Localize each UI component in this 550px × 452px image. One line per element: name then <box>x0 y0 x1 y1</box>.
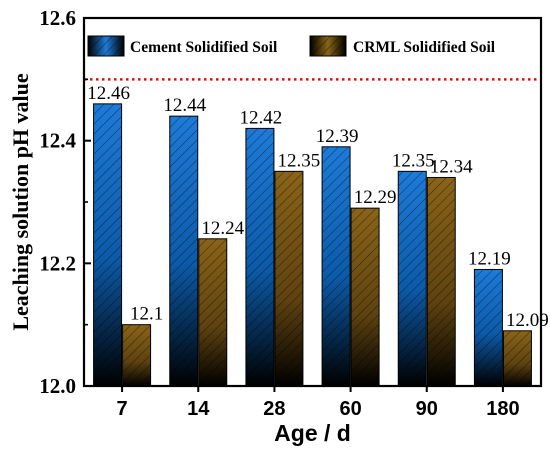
legend: Cement Solidified Soil CRML Solidified So… <box>87 35 496 57</box>
bar-hatch <box>427 177 456 386</box>
data-label-cement-60: 12.39 <box>316 126 359 147</box>
bar-crml-14 <box>198 238 228 387</box>
data-label-crml-60: 12.29 <box>354 187 397 208</box>
bar-hatch <box>122 324 151 386</box>
bar-hatch <box>93 103 122 386</box>
legend-label: Cement Solidified Soil <box>130 39 278 56</box>
legend-swatch-hatch <box>88 36 124 56</box>
bar-hatch <box>474 269 503 386</box>
x-axis-title: Age / d <box>274 420 351 446</box>
data-label-crml-7: 12.1 <box>130 304 163 325</box>
x-tick-label-60: 60 <box>339 398 361 420</box>
bars-layer <box>93 103 532 387</box>
data-label-crml-180: 12.09 <box>506 310 549 331</box>
data-label-crml-14: 12.24 <box>201 218 244 239</box>
x-tick-label-28: 28 <box>263 398 285 420</box>
bar-hatch <box>274 171 303 386</box>
data-labels-layer: 12.46 12.1 12.44 12.24 12.42 12.35 12.39 12.29 1… <box>87 83 549 331</box>
bar-crml-180 <box>502 330 532 387</box>
y-tick-label: 12.4 <box>39 129 76 153</box>
data-label-cement-28: 12.42 <box>240 107 283 128</box>
bar-cement-28 <box>245 127 275 387</box>
legend-label: CRML Solidified Soil <box>353 39 496 56</box>
data-label-cement-180: 12.19 <box>468 248 511 269</box>
bar-hatch <box>503 330 532 386</box>
data-label-cement-90: 12.35 <box>392 150 435 171</box>
bar-hatch <box>198 238 227 386</box>
data-label-crml-28: 12.35 <box>278 150 321 171</box>
x-tick-label-90: 90 <box>416 398 438 420</box>
axes-layer: 12.0 12.2 12.4 12.6 7 14 28 60 90 180 <box>39 6 543 420</box>
data-label-cement-7: 12.46 <box>87 83 130 104</box>
x-tick-label-14: 14 <box>187 398 210 420</box>
bar-cement-90 <box>397 170 427 387</box>
bar-cement-60 <box>321 146 351 387</box>
bar-crml-28 <box>274 170 304 387</box>
bar-cement-180 <box>473 268 503 387</box>
data-label-cement-14: 12.44 <box>163 95 206 116</box>
x-tick-label-7: 7 <box>117 398 128 420</box>
bar-crml-7 <box>122 324 152 387</box>
bar-cement-14 <box>169 115 199 387</box>
data-label-crml-90: 12.34 <box>430 156 473 177</box>
bar-hatch <box>245 128 274 386</box>
y-tick-label: 12.0 <box>39 374 76 398</box>
bar-crml-90 <box>426 176 456 387</box>
bar-crml-60 <box>350 207 380 387</box>
bar-hatch <box>398 171 427 386</box>
plot-frame <box>82 16 543 388</box>
bar-hatch <box>322 146 351 386</box>
bar-cement-7 <box>93 103 123 387</box>
y-tick-label: 12.6 <box>39 6 76 30</box>
legend-item-cement: Cement Solidified Soil <box>87 35 278 57</box>
y-tick-label: 12.2 <box>39 251 76 275</box>
x-tick-label-180: 180 <box>486 398 519 420</box>
y-axis-title: Leaching solution pH value <box>8 73 33 331</box>
legend-swatch-hatch <box>310 36 346 56</box>
legend-item-crml: CRML Solidified Soil <box>309 35 496 57</box>
bar-hatch <box>351 208 380 386</box>
bar-hatch <box>169 116 198 386</box>
